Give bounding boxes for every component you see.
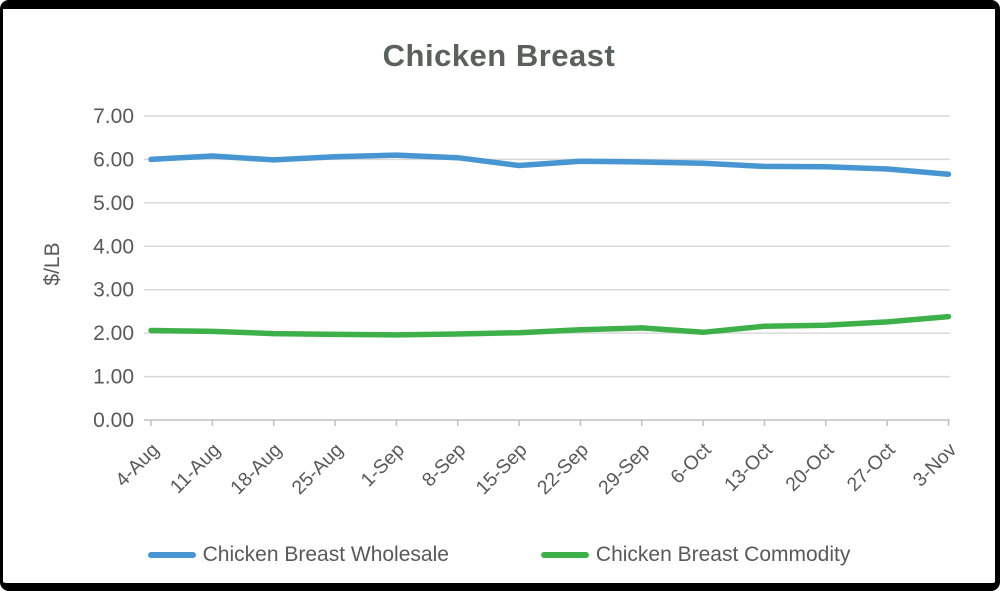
series-line-commodity [148, 313, 952, 338]
x-tick-label: 22-Sep [533, 439, 593, 499]
y-tick-label: 1.00 [93, 366, 134, 389]
x-tick-label: 20-Oct [781, 439, 838, 496]
x-tick-label: 15-Sep [472, 439, 532, 499]
y-tick-label: 0.00 [93, 409, 134, 432]
x-tick-label: 27-Oct [843, 439, 900, 496]
legend-item-commodity: Chicken Breast Commodity [540, 543, 851, 567]
x-tick-label: 4-Aug [111, 439, 163, 491]
legend-marker-commodity [540, 552, 589, 558]
x-tick-label: 29-Sep [594, 439, 654, 499]
legend-marker-wholesale [147, 552, 196, 558]
legend-label-wholesale: Chicken Breast Wholesale [202, 543, 449, 566]
x-tick-label: 6-Oct [666, 439, 716, 489]
x-tick-label: 11-Aug [166, 439, 225, 498]
y-tick-label: 2.00 [93, 322, 134, 345]
legend: Chicken Breast Wholesale Chicken Breast … [3, 543, 995, 567]
series-line-wholesale [148, 152, 952, 177]
y-tick-label: 7.00 [93, 105, 134, 128]
y-tick-label: 5.00 [93, 192, 134, 215]
x-tick-label: 3-Nov [909, 439, 962, 492]
legend-item-wholesale: Chicken Breast Wholesale [147, 543, 449, 567]
legend-label-commodity: Chicken Breast Commodity [595, 543, 851, 566]
x-tick-label: 13-Oct [720, 439, 777, 496]
x-tick-label: 25-Aug [288, 439, 348, 499]
y-tick-label: 3.00 [93, 279, 134, 302]
chart-canvas: 0.00 1.00 2.00 3.00 4.00 5.00 6.00 7.00 4-Aug 11-… [93, 105, 962, 499]
chart-title: Chicken Breast [382, 38, 616, 73]
x-tick-label: 8-Sep [418, 439, 470, 491]
y-tick-label: 6.00 [93, 148, 134, 171]
x-tick-label: 1-Sep [357, 439, 409, 491]
y-tick-label: 4.00 [93, 235, 134, 258]
x-tick-label: 18-Aug [226, 439, 286, 499]
